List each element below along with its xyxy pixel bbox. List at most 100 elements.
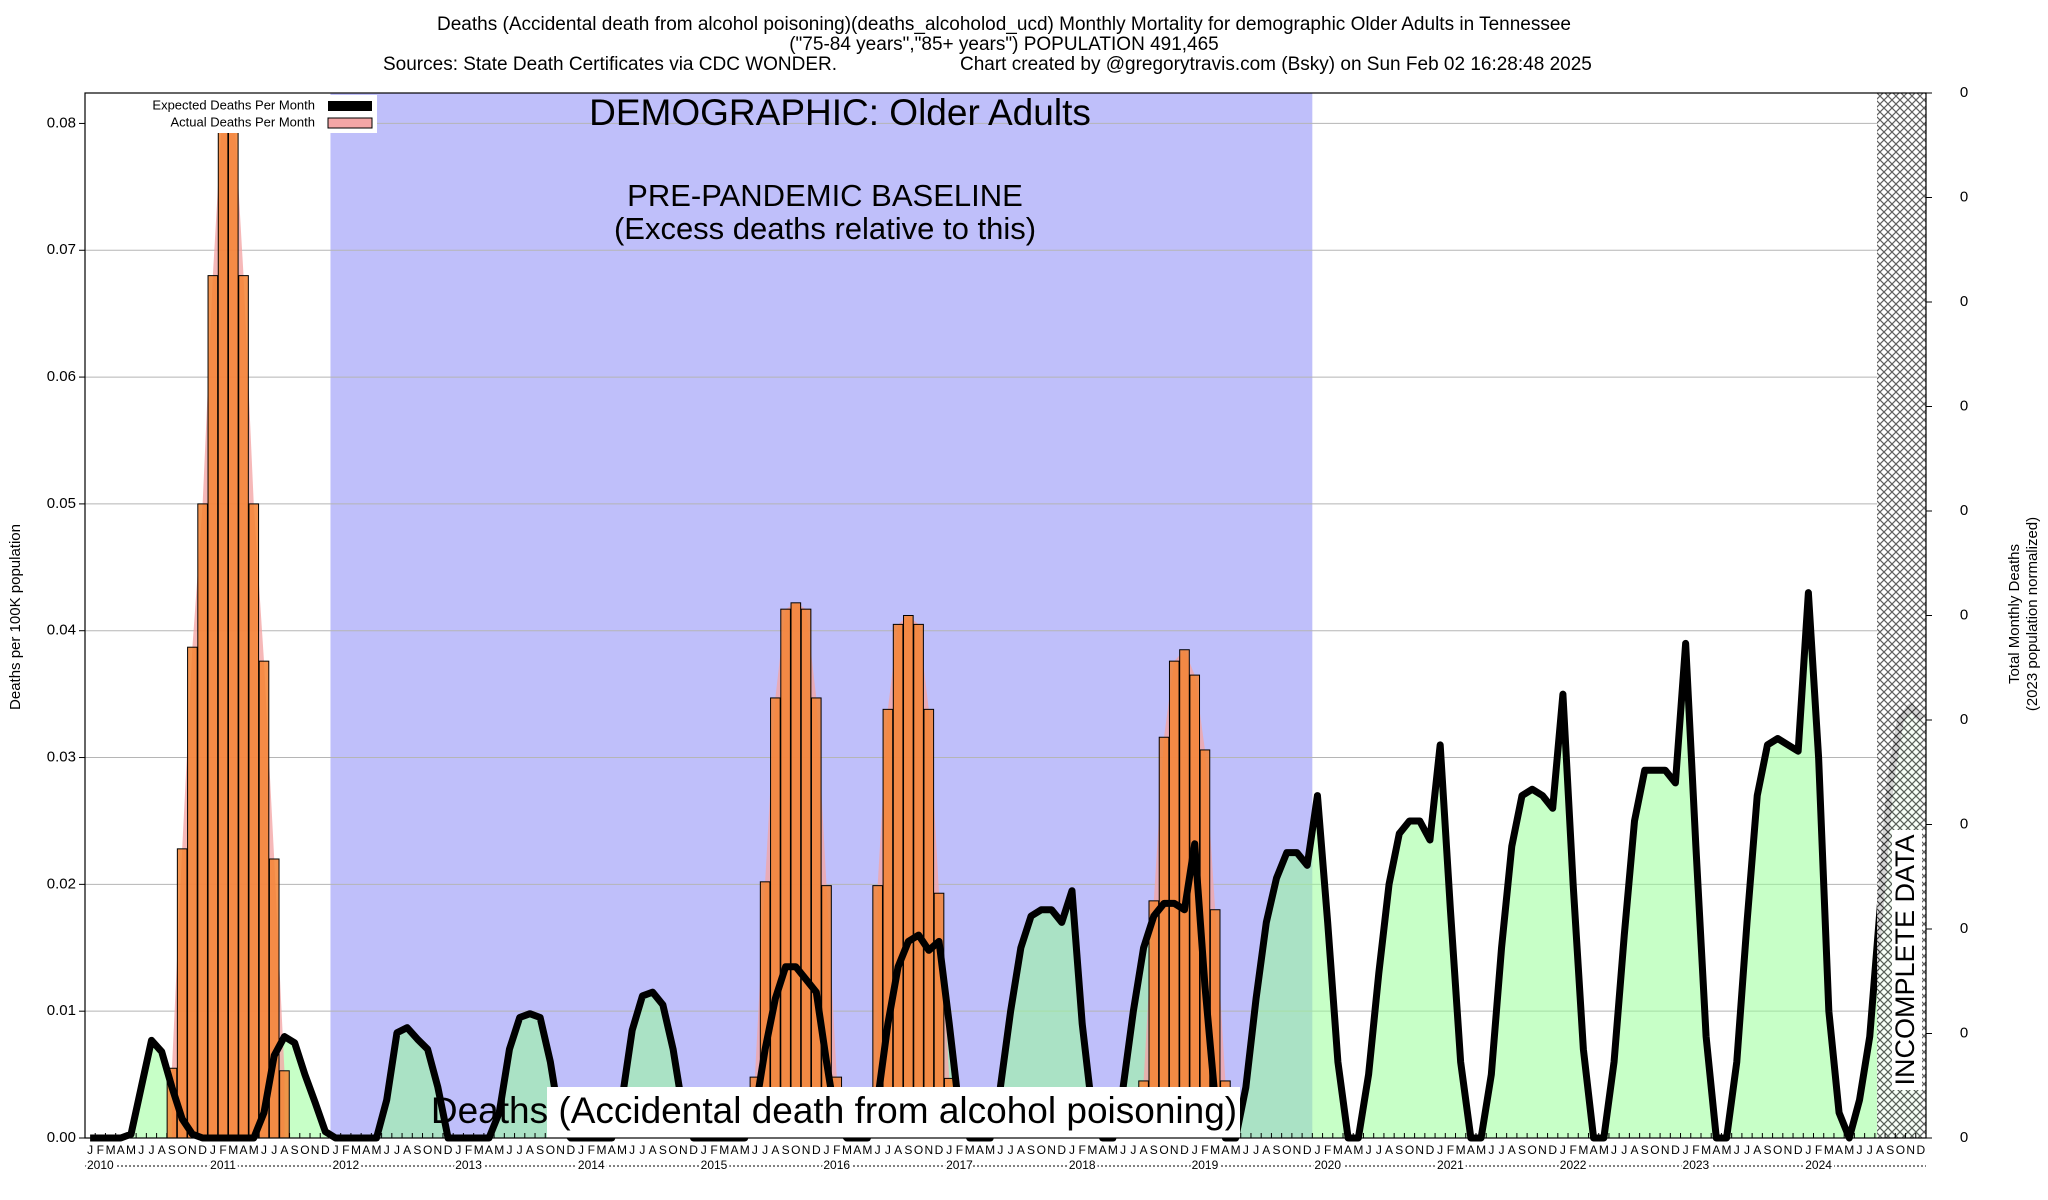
label-box bbox=[547, 1087, 1240, 1138]
x-tick-label: M bbox=[1456, 1143, 1466, 1157]
x-tick-label: S bbox=[168, 1143, 176, 1157]
bar bbox=[810, 697, 822, 1139]
year-label: 2015 bbox=[701, 1158, 728, 1172]
x-tick-label: F bbox=[1569, 1143, 1576, 1157]
x-tick-label: S bbox=[1641, 1143, 1649, 1157]
x-tick-label: F bbox=[97, 1143, 104, 1157]
x-tick-label: D bbox=[935, 1143, 944, 1157]
x-tick-label: J bbox=[1488, 1143, 1494, 1157]
x-tick-label: J bbox=[701, 1143, 707, 1157]
x-tick-label: J bbox=[1611, 1143, 1617, 1157]
x-tick-label: J bbox=[1805, 1143, 1811, 1157]
x-tick-label: S bbox=[1763, 1143, 1771, 1157]
x-tick-label: M bbox=[965, 1143, 975, 1157]
bar bbox=[1168, 660, 1180, 1139]
x-tick-label: M bbox=[719, 1143, 729, 1157]
y2-tick-label: 0 bbox=[1960, 815, 1968, 832]
x-tick-label: M bbox=[1578, 1143, 1588, 1157]
x-tick-label: J bbox=[1253, 1143, 1259, 1157]
source: Sources: State Death Certificates via CD… bbox=[383, 54, 837, 75]
x-tick-label: J bbox=[1314, 1143, 1320, 1157]
bar bbox=[268, 858, 280, 1139]
x-tick-label: J bbox=[138, 1143, 144, 1157]
x-tick-label: J bbox=[455, 1143, 461, 1157]
x-tick-label: M bbox=[617, 1143, 627, 1157]
annotation: DEMOGRAPHIC: Older Adults bbox=[589, 92, 1091, 133]
x-tick-label: A bbox=[976, 1143, 984, 1157]
x-tick-label: A bbox=[1835, 1143, 1843, 1157]
year-label: 2010 bbox=[87, 1158, 114, 1172]
x-tick-label: J bbox=[271, 1143, 277, 1157]
x-tick-label: A bbox=[158, 1143, 166, 1157]
x-tick-label: S bbox=[782, 1143, 790, 1157]
plot-layer bbox=[90, 97, 1924, 1142]
y2-tick-label: 0 bbox=[1960, 711, 1968, 728]
y-tick-label: 0.01 bbox=[47, 1002, 76, 1019]
x-tick-label: M bbox=[106, 1143, 116, 1157]
x-tick-label: J bbox=[1499, 1143, 1505, 1157]
y-tick-label: 0.08 bbox=[47, 114, 76, 131]
x-tick-label: N bbox=[1661, 1143, 1670, 1157]
x-tick-label: J bbox=[87, 1143, 93, 1157]
x-tick-label: S bbox=[904, 1143, 912, 1157]
x-tick-label: A bbox=[240, 1143, 248, 1157]
x-tick-label: M bbox=[126, 1143, 136, 1157]
x-tick-label: J bbox=[384, 1143, 390, 1157]
x-tick-label: N bbox=[1047, 1143, 1056, 1157]
x-tick-label: J bbox=[1857, 1143, 1863, 1157]
year-label: 2014 bbox=[578, 1158, 605, 1172]
x-tick-label: O bbox=[914, 1143, 923, 1157]
bar bbox=[913, 623, 924, 1139]
x-tick-label: J bbox=[997, 1143, 1003, 1157]
y2-axis-label: Total Monthly Deaths bbox=[2006, 544, 2023, 684]
x-tick-label: J bbox=[629, 1143, 635, 1157]
x-tick-label: M bbox=[597, 1143, 607, 1157]
year-label: 2023 bbox=[1683, 1158, 1710, 1172]
x-tick-label: J bbox=[261, 1143, 267, 1157]
y2-tick-label: 0 bbox=[1960, 84, 1968, 101]
legend-label: Actual Deaths Per Month bbox=[170, 114, 315, 129]
x-tick-label: O bbox=[177, 1143, 186, 1157]
x-tick-label: O bbox=[1896, 1143, 1905, 1157]
annotation: PRE-PANDEMIC BASELINE bbox=[627, 178, 1023, 213]
x-tick-label: M bbox=[494, 1143, 504, 1157]
y2-axis-label: (2023 population normalized) bbox=[2024, 517, 2041, 711]
x-tick-label: F bbox=[588, 1143, 595, 1157]
y2-tick-label: 0 bbox=[1960, 397, 1968, 414]
x-tick-label: O bbox=[1282, 1143, 1291, 1157]
x-tick-label: A bbox=[117, 1143, 125, 1157]
x-tick-label: A bbox=[730, 1143, 738, 1157]
x-tick-label: A bbox=[1631, 1143, 1639, 1157]
annotation: INCOMPLETE DATA bbox=[1890, 834, 1920, 1085]
x-tick-label: N bbox=[1170, 1143, 1179, 1157]
x-tick-label: M bbox=[249, 1143, 259, 1157]
year-label: 2012 bbox=[332, 1158, 359, 1172]
x-tick-label: N bbox=[1538, 1143, 1547, 1157]
x-tick-label: N bbox=[434, 1143, 443, 1157]
x-tick-label: F bbox=[956, 1143, 963, 1157]
y-axis-label: Deaths per 100K population bbox=[7, 524, 24, 710]
y2-tick-label: 0 bbox=[1960, 1129, 1968, 1146]
x-tick-label: O bbox=[546, 1143, 555, 1157]
x-tick-label: D bbox=[198, 1143, 207, 1157]
y2-tick-label: 0 bbox=[1960, 1024, 1968, 1041]
x-tick-label: J bbox=[1130, 1143, 1136, 1157]
x-tick-label: D bbox=[1917, 1143, 1926, 1157]
x-tick-label: N bbox=[1415, 1143, 1424, 1157]
x-tick-label: J bbox=[1560, 1143, 1566, 1157]
x-tick-label: A bbox=[1140, 1143, 1148, 1157]
y-tick-label: 0.05 bbox=[47, 495, 76, 512]
x-tick-label: D bbox=[812, 1143, 821, 1157]
bar bbox=[207, 275, 219, 1139]
x-tick-label: D bbox=[444, 1143, 453, 1157]
x-tick-label: D bbox=[1180, 1143, 1189, 1157]
x-tick-label: A bbox=[1753, 1143, 1761, 1157]
x-tick-label: D bbox=[1671, 1143, 1680, 1157]
x-tick-label: M bbox=[1353, 1143, 1363, 1157]
bar bbox=[279, 1070, 290, 1139]
bar bbox=[770, 697, 781, 1139]
x-tick-label: M bbox=[985, 1143, 995, 1157]
x-tick-label: S bbox=[536, 1143, 544, 1157]
x-tick-label: J bbox=[1621, 1143, 1627, 1157]
